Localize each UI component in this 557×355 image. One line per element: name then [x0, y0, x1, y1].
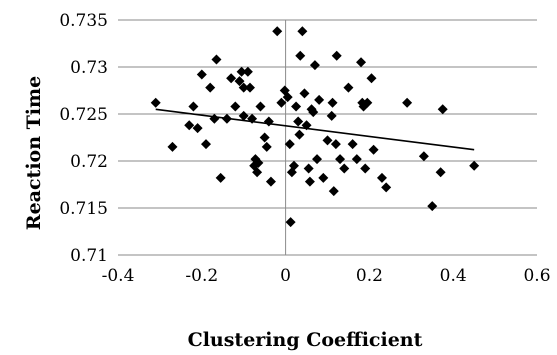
data-point — [230, 101, 241, 112]
data-point — [437, 104, 448, 115]
data-point — [402, 97, 413, 108]
data-point — [326, 110, 337, 121]
data-point — [328, 186, 339, 197]
data-point — [304, 176, 315, 187]
data-point — [343, 82, 354, 93]
data-point — [360, 163, 371, 174]
y-tick-label: 0.725 — [59, 105, 108, 125]
y-tick-label: 0.73 — [70, 58, 108, 78]
x-tick-labels: -0.4 -0.2 0 0.2 0.4 0.6 — [102, 266, 551, 286]
data-point — [288, 160, 299, 171]
data-point — [381, 182, 392, 193]
data-points — [150, 26, 480, 228]
data-point — [192, 123, 203, 134]
data-point — [261, 141, 272, 152]
y-tick-label: 0.715 — [59, 199, 108, 219]
data-point — [150, 97, 161, 108]
x-tick-label: 0.2 — [356, 266, 383, 286]
data-point — [308, 107, 319, 118]
x-tick-label: 0 — [280, 266, 291, 286]
x-axis-title: Clustering Coefficient — [188, 329, 423, 351]
data-point — [376, 172, 387, 183]
data-point — [331, 50, 342, 61]
data-point — [211, 54, 222, 65]
data-point — [285, 217, 296, 228]
data-point — [435, 167, 446, 178]
data-point — [309, 60, 320, 71]
data-point — [351, 154, 362, 165]
data-point — [299, 88, 310, 99]
data-point — [312, 154, 323, 165]
data-point — [253, 157, 264, 168]
data-point — [255, 101, 266, 112]
data-point — [469, 160, 480, 171]
data-point — [366, 73, 377, 84]
data-point — [282, 92, 293, 103]
data-point — [356, 57, 367, 68]
data-point — [188, 101, 199, 112]
y-tick-labels: 0.71 0.715 0.72 0.725 0.73 0.735 — [59, 11, 108, 266]
data-point — [284, 139, 295, 150]
data-point — [362, 97, 373, 108]
x-tick-label: -0.4 — [102, 266, 135, 286]
data-point — [265, 176, 276, 187]
data-point — [184, 120, 195, 131]
data-point — [238, 82, 249, 93]
data-point — [196, 69, 207, 80]
y-axis-title: Reaction Time — [23, 76, 45, 230]
y-tick-label: 0.71 — [70, 246, 108, 266]
x-tick-label: -0.2 — [185, 266, 218, 286]
data-point — [294, 129, 305, 140]
y-tick-label: 0.735 — [59, 11, 108, 31]
data-point — [236, 66, 247, 77]
data-point — [339, 163, 350, 174]
data-point — [272, 26, 283, 37]
data-point — [347, 139, 358, 150]
data-point — [303, 163, 314, 174]
data-point — [314, 94, 325, 105]
x-tick-label: 0.6 — [523, 266, 550, 286]
data-point — [234, 76, 245, 87]
data-point — [368, 144, 379, 155]
data-point — [242, 66, 253, 77]
data-point — [226, 73, 237, 84]
data-point — [327, 97, 338, 108]
data-point — [318, 172, 329, 183]
data-point — [276, 97, 287, 108]
data-point — [295, 50, 306, 61]
data-point — [167, 141, 178, 152]
data-point — [293, 116, 304, 127]
data-point — [335, 154, 346, 165]
data-point — [322, 135, 333, 146]
data-point — [330, 139, 341, 150]
data-point — [238, 110, 249, 121]
data-point — [263, 116, 274, 127]
data-point — [244, 82, 255, 93]
data-point — [297, 26, 308, 37]
data-point — [291, 101, 302, 112]
data-point — [252, 167, 263, 178]
data-point — [205, 82, 216, 93]
data-point — [259, 132, 270, 143]
data-point — [209, 113, 220, 124]
data-point — [215, 172, 226, 183]
x-tick-label: 0.4 — [440, 266, 467, 286]
data-point — [427, 201, 438, 212]
data-point — [418, 151, 429, 162]
y-tick-label: 0.72 — [70, 152, 108, 172]
trendline — [155, 108, 475, 151]
data-point — [200, 139, 211, 150]
